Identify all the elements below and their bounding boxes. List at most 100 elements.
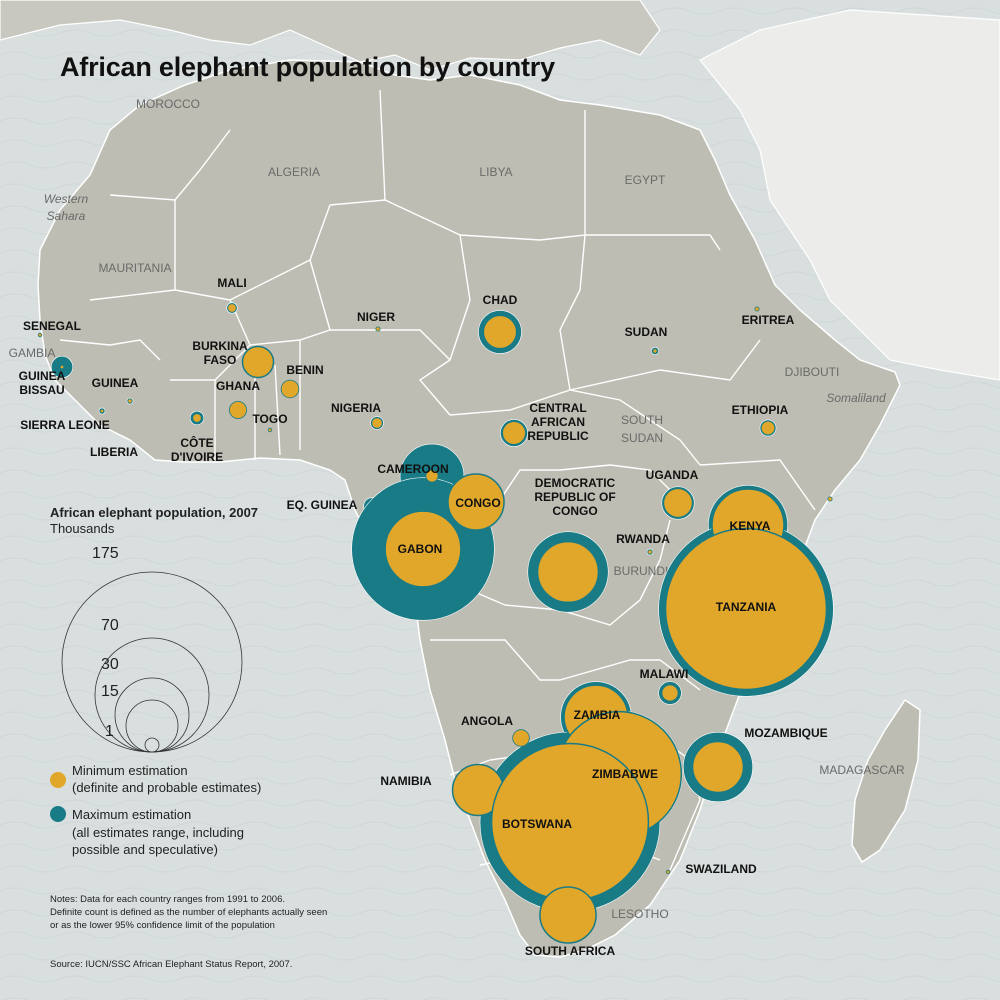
min-bubble-nigeria	[371, 417, 383, 429]
min-bubble-angola	[512, 729, 530, 747]
min-bubble-senegal	[37, 332, 43, 338]
min-bubble-sudan	[652, 348, 658, 354]
madagascar-landmass	[851, 698, 921, 864]
region-label-gambia: GAMBIA	[8, 346, 56, 360]
notes-line-2: Definite count is defined as the number …	[50, 907, 328, 918]
country-label-gabon: GABON	[398, 542, 443, 556]
scale-circle-1	[144, 737, 160, 753]
maximum-label: Maximum estimation	[72, 807, 192, 822]
min-bubble-ghana	[228, 400, 248, 420]
minimum-label: Minimum estimation	[72, 763, 188, 778]
min-bubble-tanzania	[664, 527, 828, 691]
scale-label-15: 15	[101, 683, 119, 700]
country-label-zimbabwe: ZIMBABWE	[592, 767, 658, 781]
maximum-swatch	[50, 806, 66, 822]
country-label-kenya: KENYA	[730, 519, 771, 533]
country-label-ghana: GHANA	[216, 379, 260, 393]
region-label-western-sahara-1: Western	[43, 192, 89, 206]
maximum-description-1: (all estimates range, including	[72, 825, 244, 840]
region-label-morocco: MOROCCO	[136, 97, 200, 111]
min-bubble-eritrea	[754, 306, 760, 312]
country-label-sierra-leone: SIERRA LEONE	[20, 418, 110, 432]
min-bubble-congo	[447, 473, 505, 531]
country-label-nigeria: NIGERIA	[331, 401, 381, 415]
min-bubble-cote-divoire	[192, 413, 202, 423]
notes-line-3: or as the lower 95% confidence limit of …	[50, 920, 275, 931]
scale-label-1: 1	[105, 723, 114, 740]
min-bubble-niger	[375, 326, 381, 332]
min-bubble-swaziland	[665, 869, 671, 875]
notes: Notes: Data for each country ranges from…	[50, 893, 350, 932]
region-label-madagascar: MADAGASCAR	[819, 763, 905, 777]
notes-line-1: Notes: Data for each country ranges from…	[50, 894, 285, 905]
maximum-description-2: possible and speculative)	[72, 842, 218, 857]
source-note: Source: IUCN/SSC African Elephant Status…	[50, 959, 293, 970]
country-label-angola: ANGOLA	[461, 714, 513, 728]
min-bubble-chad	[482, 314, 518, 350]
min-bubble-togo	[267, 427, 273, 433]
region-label-egypt: EGYPT	[624, 173, 666, 187]
min-bubble-gabon	[384, 510, 462, 588]
scale-label-175: 175	[92, 545, 119, 562]
country-label-south-africa: SOUTH AFRICA	[525, 944, 616, 958]
min-bubble-ethiopia	[760, 420, 776, 436]
arabia-landmass	[699, 9, 1000, 381]
country-label-cameroon: CAMEROON	[377, 462, 448, 476]
country-label-chad: CHAD	[483, 293, 518, 307]
min-bubble-rwanda	[647, 549, 653, 555]
country-label-central-african-republic: CENTRAL AFRICAN REPUBLIC	[527, 401, 589, 443]
min-bubble-guinea-bissau	[59, 364, 65, 370]
region-label-lesotho: LESOTHO	[611, 907, 669, 921]
region-label-mauritania: MAURITANIA	[98, 261, 172, 275]
country-label-tanzania: TANZANIA	[716, 600, 777, 614]
min-bubble-uganda	[662, 487, 694, 519]
country-label-namibia: NAMIBIA	[380, 774, 432, 788]
min-bubble-benin	[280, 379, 300, 399]
country-label-zambia: ZAMBIA	[574, 708, 621, 722]
region-label-djibouti: DJIBOUTI	[784, 365, 840, 379]
min-bubble-south-africa	[539, 886, 597, 944]
scale-label-30: 30	[101, 656, 119, 673]
country-label-eritrea: ERITREA	[742, 313, 795, 327]
region-label-somaliland: Somaliland	[826, 391, 886, 405]
scale-label-70: 70	[101, 617, 119, 634]
country-label-mali: MALI	[217, 276, 246, 290]
country-label-sudan: SUDAN	[625, 325, 668, 339]
country-label-rwanda: RWANDA	[616, 532, 670, 546]
country-label-senegal: SENEGAL	[23, 319, 81, 333]
min-bubble-somalia	[827, 496, 833, 502]
country-label-togo: TOGO	[252, 412, 287, 426]
legend-subtitle: Thousands	[50, 521, 115, 536]
country-label-guinea: GUINEA	[92, 376, 139, 390]
country-label-congo: CONGO	[455, 496, 500, 510]
country-label-eq-guinea: EQ. GUINEA	[287, 498, 358, 512]
country-label-uganda: UGANDA	[646, 468, 699, 482]
country-label-benin: BENIN	[286, 363, 323, 377]
country-label-liberia: LIBERIA	[90, 445, 138, 459]
region-label-south-sudan-2: SUDAN	[620, 431, 664, 445]
country-label-burkina-faso: BURKINA FASO	[192, 339, 248, 367]
min-bubble-mali	[227, 303, 237, 313]
min-bubble-burkina-faso	[241, 345, 275, 379]
country-label-mozambique: MOZAMBIQUE	[744, 726, 827, 740]
country-label-drc: DEMOCRATIC REPUBLIC OF CONGO	[534, 476, 615, 518]
country-label-guinea-bissau: GUINEA BISSAU	[19, 369, 66, 397]
min-bubble-cameroon	[425, 469, 439, 483]
country-label-malawi: MALAWI	[640, 667, 689, 681]
country-label-cote-divoire: CÔTE D'IVOIRE	[171, 435, 223, 464]
region-label-western-sahara-2: Sahara	[46, 209, 86, 223]
min-bubble-central-african-republic	[501, 420, 527, 446]
country-label-niger: NIGER	[357, 310, 395, 324]
minimum-description: (definite and probable estimates)	[72, 780, 262, 795]
region-label-algeria: ALGERIA	[267, 165, 321, 179]
min-bubble-mozambique	[691, 740, 745, 794]
region-label-burundi: BURUNDI	[613, 564, 669, 578]
min-bubble-sierra-leone	[99, 408, 105, 414]
country-label-swaziland: SWAZILAND	[685, 862, 757, 876]
region-label-libya: LIBYA	[479, 165, 513, 179]
min-bubble-drc	[536, 540, 600, 604]
country-label-ethiopia: ETHIOPIA	[732, 403, 789, 417]
